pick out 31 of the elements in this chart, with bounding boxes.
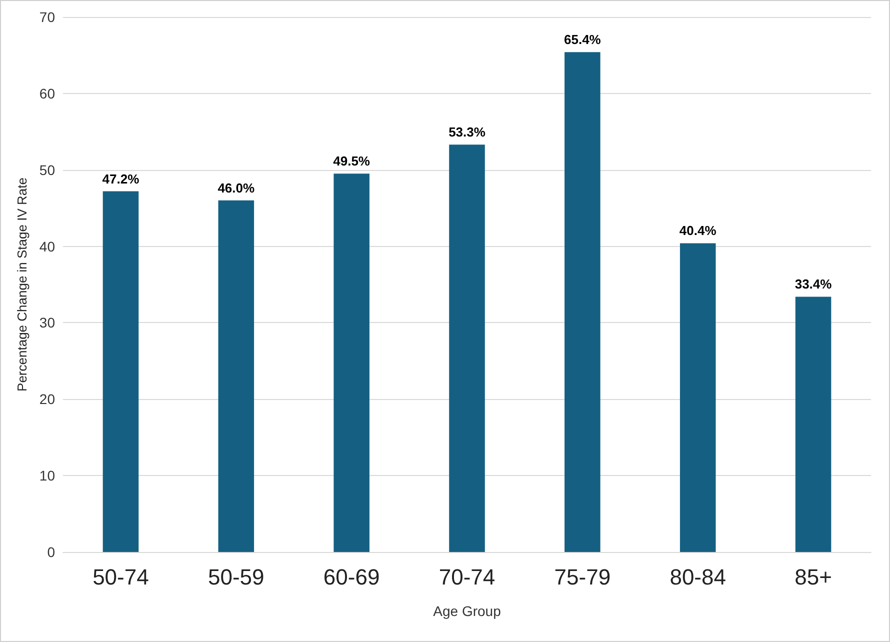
y-tick-label: 50	[39, 162, 56, 178]
x-tick-label: 70-74	[438, 564, 496, 590]
bar	[564, 52, 600, 552]
data-label: 65.4%	[564, 32, 602, 48]
y-tick-label: 40	[39, 238, 56, 254]
x-tick-label: 50-74	[92, 564, 149, 590]
data-label: 46.0%	[218, 180, 256, 196]
bar	[218, 200, 254, 552]
y-tick-label: 0	[47, 544, 56, 560]
x-tick-label: 75-79	[554, 564, 611, 590]
data-label: 53.3%	[448, 124, 486, 140]
y-tick-label: 30	[39, 314, 56, 331]
bar	[102, 191, 139, 552]
y-tick-label: 20	[39, 391, 56, 408]
bar	[449, 144, 485, 552]
bar	[795, 296, 832, 552]
data-label: 40.4%	[679, 223, 717, 238]
data-label: 33.4%	[794, 276, 832, 292]
y-axis-title: Percentage Change in Stage IV Rate	[14, 178, 30, 392]
x-tick-label: 85+	[794, 564, 832, 590]
data-label: 49.5%	[333, 154, 370, 169]
x-axis-title: Age Group	[433, 603, 502, 619]
data-label: 47.2%	[102, 171, 140, 186]
x-tick-label: 60-69	[323, 564, 380, 590]
bar	[334, 174, 370, 552]
y-tick-label: 10	[39, 468, 56, 484]
y-tick-label: 70	[39, 9, 56, 25]
x-tick-label: 50-59	[208, 564, 264, 590]
bar	[680, 243, 716, 552]
x-tick-label: 80-84	[670, 564, 726, 590]
y-tick-label: 60	[39, 85, 56, 102]
